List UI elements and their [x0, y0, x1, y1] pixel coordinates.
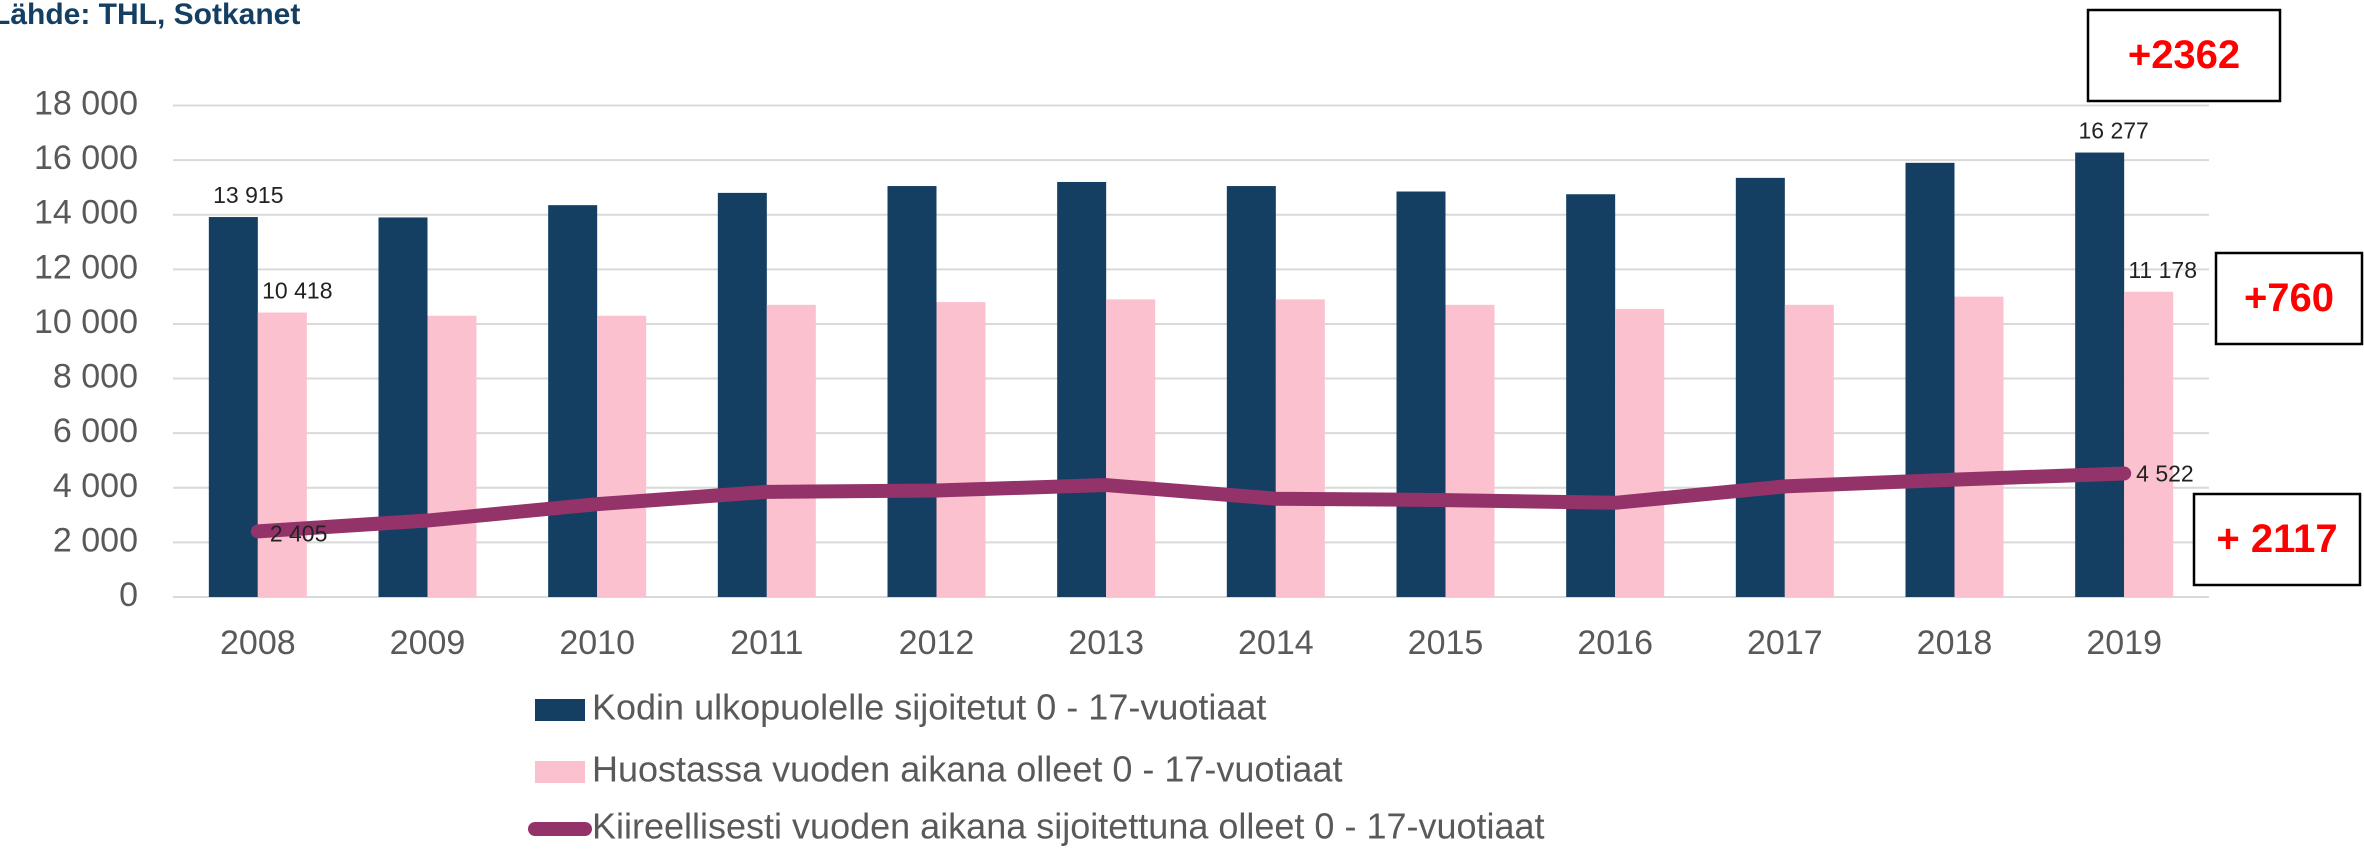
annotation-box	[2086, 8, 2282, 103]
bar	[936, 302, 986, 597]
x-tick-label: 2019	[2086, 624, 2162, 662]
bar	[1784, 304, 1834, 597]
x-tick-label: 2015	[1408, 624, 1484, 662]
data-label: 2 405	[270, 520, 328, 546]
bar	[2075, 152, 2125, 597]
bar	[427, 315, 477, 597]
x-tick-label: 2017	[1747, 624, 1823, 662]
legend-label: Kodin ulkopuolelle sijoitetut 0 - 17-vuo…	[592, 687, 1266, 728]
source: Lähde: THL, Sotkanet	[0, 0, 300, 31]
bar	[1615, 308, 1665, 597]
line	[250, 466, 2132, 539]
bar	[1106, 299, 1156, 597]
annotation: + 2117	[2216, 517, 2337, 561]
y-tick-label: 6 000	[53, 412, 138, 450]
legend-label: Huostassa vuoden aikana olleet 0 - 17-vu…	[592, 749, 1342, 790]
bar	[2124, 291, 2174, 597]
legend-swatch	[535, 699, 585, 721]
x-tick-label: 2009	[390, 624, 466, 662]
annotation-box	[2192, 492, 2362, 587]
annotation: +760	[2244, 276, 2334, 320]
bar	[1735, 177, 1785, 597]
bar	[717, 192, 767, 597]
y-tick-label: 8 000	[53, 358, 138, 396]
x-tick-label: 2018	[1917, 624, 1993, 662]
annotation: +2362	[2128, 33, 2240, 77]
bar	[1954, 296, 2004, 597]
data-label: 4 522	[2136, 461, 2194, 487]
y-tick-label: 10 000	[34, 303, 138, 341]
bar	[548, 205, 598, 597]
x-tick-label: 2012	[899, 624, 975, 662]
y-tick-label: 2 000	[53, 521, 138, 559]
y-tick-label: 14 000	[34, 194, 138, 232]
bar	[1057, 181, 1107, 597]
bar	[378, 217, 428, 598]
y-tick-label: 0	[119, 576, 138, 614]
bar	[766, 304, 816, 597]
annotation-box	[2214, 251, 2364, 346]
legend-label: Kiireellisesti vuoden aikana sijoitettun…	[592, 806, 1545, 847]
x-tick-label: 2010	[559, 624, 635, 662]
data-label: 11 178	[2128, 257, 2197, 283]
data-label: 13 915	[213, 182, 283, 208]
y-tick-label: 12 000	[34, 248, 138, 286]
y-tick-label: 4 000	[53, 467, 138, 505]
data-label: 16 277	[2078, 118, 2148, 144]
x-tick-label: 2014	[1238, 624, 1314, 662]
bar	[1396, 191, 1446, 597]
bar	[1275, 299, 1325, 597]
bar	[208, 217, 258, 597]
x-tick-label: 2016	[1577, 624, 1653, 662]
bar	[887, 186, 937, 597]
bar	[597, 315, 647, 597]
bar	[1566, 194, 1616, 598]
data-label: 10 418	[262, 278, 332, 304]
bar	[1905, 162, 1955, 597]
legend-swatch	[535, 761, 585, 783]
y-tick-label: 18 000	[34, 84, 138, 122]
bar	[1226, 186, 1276, 597]
bar	[1445, 304, 1495, 597]
x-tick-label: 2008	[220, 624, 296, 662]
x-tick-label: 2013	[1068, 624, 1144, 662]
bar	[257, 312, 307, 597]
x-tick-label: 2011	[730, 624, 803, 662]
y-tick-label: 16 000	[34, 139, 138, 177]
